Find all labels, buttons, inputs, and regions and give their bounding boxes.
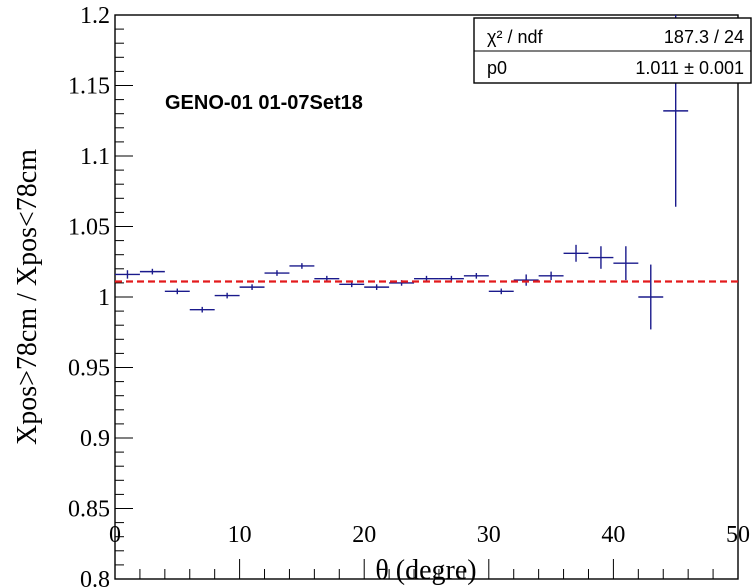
y-tick-label: 0.9 (80, 426, 110, 452)
data-point (538, 271, 564, 281)
chart-title: GENO-01 01-07Set18 (165, 92, 363, 114)
data-point (638, 264, 664, 330)
data-point (488, 288, 514, 295)
data-point (164, 288, 190, 295)
data-point (214, 292, 240, 299)
y-tick-label: 0.95 (68, 356, 110, 382)
y-tick-label: 0.8 (80, 567, 110, 587)
y-tick-label: 1.05 (68, 215, 110, 241)
data-point (189, 306, 215, 313)
data-point (264, 270, 290, 276)
stats-row-label: p0 (487, 58, 507, 78)
data-point (613, 246, 639, 281)
x-tick-label: 10 (228, 522, 252, 548)
data-point (239, 284, 265, 290)
data-point (588, 246, 614, 269)
y-tick-label: 1.1 (80, 144, 110, 170)
x-tick-label: 40 (601, 522, 625, 548)
y-tick-label: 1 (98, 285, 110, 311)
data-point (289, 263, 315, 269)
data-point (463, 273, 489, 279)
y-tick-label: 1.2 (80, 3, 110, 29)
stats-box: χ² / ndf 187.3 / 24 p0 1.011 ± 0.001 (473, 17, 752, 84)
data-point (115, 270, 140, 279)
x-axis-label: θ (degre) (375, 555, 476, 586)
y-tick-label: 1.15 (68, 74, 110, 100)
stats-row-label: χ² / ndf (487, 27, 543, 47)
data-point (513, 274, 539, 286)
y-tick-label: 0.85 (68, 497, 110, 523)
stats-row-value: 187.3 / 24 (664, 27, 744, 47)
x-tick-label: 30 (477, 522, 501, 548)
x-tick-label: 20 (352, 522, 376, 548)
data-point (563, 244, 589, 262)
y-axis-label: Xpos>78cm / Xpos<78cm (12, 149, 43, 445)
x-tick-label: 50 (726, 522, 750, 548)
data-point (139, 268, 165, 275)
stats-row-value: 1.011 ± 0.001 (635, 58, 744, 78)
x-tick-label: 0 (109, 522, 121, 548)
data-point (364, 284, 390, 290)
